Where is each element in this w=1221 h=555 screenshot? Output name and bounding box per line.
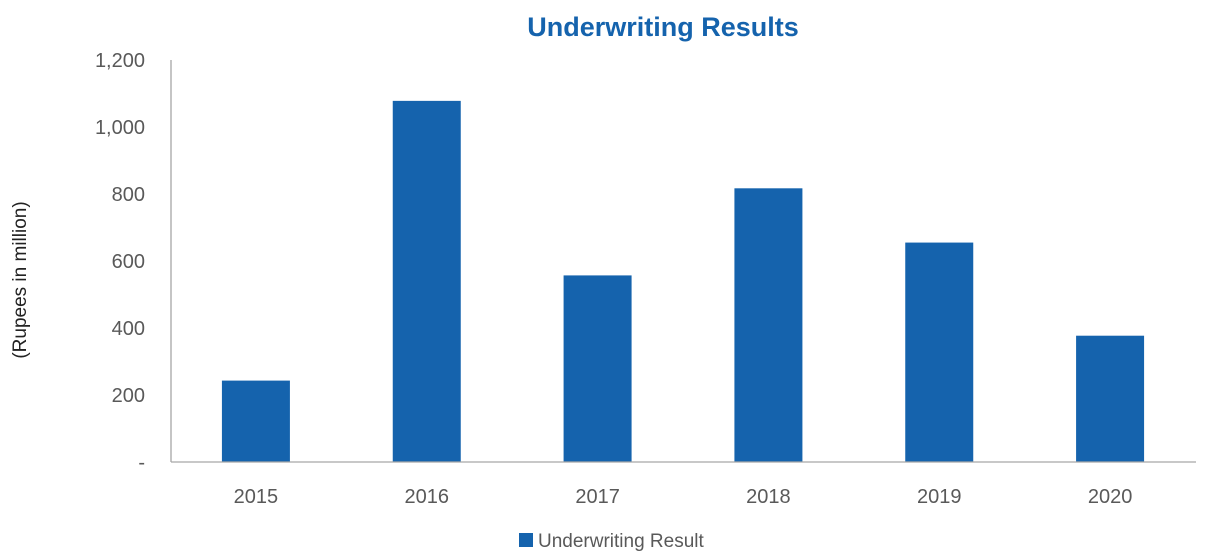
x-tick-label: 2020 [1088,486,1133,508]
legend-swatch [519,533,533,547]
bar-2017 [563,275,632,462]
chart-title: Underwriting Results [527,12,799,42]
bar-2019 [905,242,974,462]
bar-2020 [1076,335,1145,462]
y-tick-label: 800 [112,184,145,206]
x-tick-label: 2017 [575,486,620,508]
legend-label: Underwriting Result [538,531,705,552]
bar-2016 [392,100,461,463]
bar-2015 [221,380,290,462]
bar-series [221,100,1145,463]
y-tick-label: 400 [112,318,145,340]
x-tick-label: 2019 [917,486,962,508]
y-tick-label: - [138,452,145,474]
x-tick-label: 2015 [234,486,279,508]
bar-2018 [734,188,803,462]
x-axis-ticks: 2015 2016 2017 2018 2019 2020 [234,486,1133,508]
y-tick-label: 1,200 [95,50,145,72]
y-tick-label: 200 [112,385,145,407]
y-tick-label: 1,000 [95,117,145,139]
x-tick-label: 2016 [405,486,450,508]
y-axis-label: (Rupees in million) [10,201,31,358]
legend: Underwriting Result [519,531,705,552]
y-axis-ticks: - 200 400 600 800 1,000 1,200 [95,50,145,474]
x-tick-label: 2018 [746,486,791,508]
y-tick-label: 600 [112,251,145,273]
